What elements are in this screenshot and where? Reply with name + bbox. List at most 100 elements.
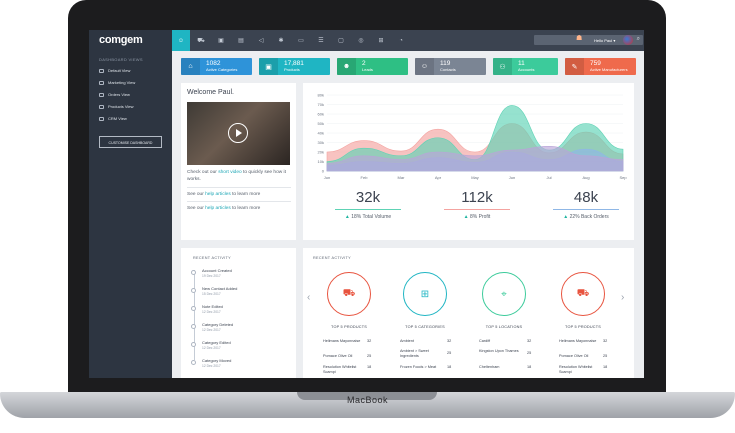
recent-activity-timeline-card: RECENT ACTIVITY Account Created 19 Dec 20…	[181, 248, 296, 378]
topnav-cart-icon[interactable]: ⛟	[197, 37, 205, 44]
help-text-2: See our help articles to learn more	[187, 206, 261, 211]
x-tick-label: Jun	[324, 175, 330, 180]
ring-label: TOP 5 PRODUCTS	[565, 325, 601, 329]
stat-active-categories[interactable]: ⌂ 1082 Active Categories	[181, 58, 252, 75]
kpi-back-orders: 48k ▲ 22% Back Orders	[546, 189, 626, 220]
y-tick-label: 50k	[318, 121, 324, 126]
sidebar-item-default-view[interactable]: Default View	[99, 68, 130, 73]
topnav-monitor-icon[interactable]: ▢	[338, 38, 344, 44]
y-tick-label: 80k	[318, 93, 324, 98]
x-tick-label: Aug	[582, 175, 589, 180]
sales-chart-card: 0 10k 20k 30k 40k 50k 60k 70k 80k Jun Feb Mar Apr May…	[303, 83, 634, 240]
x-tick-label: Jul	[546, 175, 551, 180]
y-tick-label: 20k	[318, 150, 324, 155]
list-value: 18	[603, 365, 608, 369]
ring-label: TOP 5 CATEGORIES	[405, 325, 445, 329]
x-tick-label: May	[471, 175, 479, 180]
list-value: 18	[367, 365, 372, 369]
list-item: Frozen Foods > Meat	[400, 365, 437, 369]
avatar[interactable]	[623, 35, 633, 45]
sidebar-item-crm-view[interactable]: CRM View	[99, 116, 127, 121]
ring-label: TOP 5 LOCATIONS	[485, 325, 523, 329]
topnav-user-icon[interactable]: ☺	[172, 30, 190, 51]
intro-video[interactable]	[187, 102, 290, 165]
screen: comgem DASHBOARD VIEWS Default View Mark…	[89, 30, 644, 378]
sidebar: comgem DASHBOARD VIEWS Default View Mark…	[89, 30, 172, 378]
video-caption: Check out our short video to quickly see…	[187, 170, 286, 182]
list-value: 25	[603, 354, 608, 358]
topnav-clipboard-icon[interactable]: ▤	[238, 38, 244, 44]
stat-accounts[interactable]: ⚇ 11 Accounts	[493, 58, 558, 75]
topnav-folder-icon[interactable]: ▭	[298, 38, 304, 44]
sidebar-item-products-view[interactable]: Products View	[99, 104, 134, 109]
search-input[interactable]: ⌕	[534, 35, 643, 45]
top-products-ring[interactable]: ⛟	[327, 272, 371, 316]
user-greeting[interactable]: Hello Paul ▾	[594, 38, 616, 43]
timeline-title: RECENT ACTIVITY	[193, 256, 231, 260]
help-text-1: See our help articles to learn more	[187, 192, 261, 197]
list-item: Pomace Olive Oil	[323, 354, 353, 358]
top-locations-ring[interactable]: ⌖	[482, 272, 526, 316]
activity-title: RECENT ACTIVITY	[313, 256, 351, 260]
ring-label: TOP 5 PRODUCTS	[331, 325, 367, 329]
products-icon	[99, 104, 104, 109]
stat-contacts[interactable]: ☺ 119 Contacts	[415, 58, 486, 75]
stat-active-manufacturers[interactable]: ✎ 759 Active Manufacturers	[565, 58, 636, 75]
app-logo[interactable]: comgem	[99, 34, 143, 46]
topnav-grid-icon[interactable]: ⊞	[378, 38, 384, 44]
list-item: Pomace Olive Oil	[559, 354, 589, 358]
customise-dashboard-button[interactable]: CUSTOMISE DASHBOARD	[99, 136, 162, 148]
timeline-line	[194, 270, 195, 360]
list-item: Hellmans Mayonnaise	[559, 339, 597, 343]
account-icon: ⚇	[493, 58, 512, 75]
top-categories-ring[interactable]: ⊞	[403, 272, 447, 316]
list-value: 25	[367, 354, 372, 358]
list-value: 32	[603, 339, 608, 343]
sidebar-item-orders-view[interactable]: Orders View	[99, 92, 130, 97]
recent-activity-card: RECENT ACTIVITY ‹ › ⛟ ⊞ ⌖ ⛟ TOP 5 PRODUC…	[303, 248, 634, 378]
location-icon: ⌖	[501, 288, 507, 300]
stat-products[interactable]: ▣ 17,881 Products	[259, 58, 330, 75]
orders-icon	[99, 92, 104, 97]
topnav-megaphone-icon[interactable]: ◁	[258, 38, 264, 44]
megaphone-icon	[99, 80, 104, 85]
list-item: Resolution Whitelist Scampi	[559, 365, 593, 374]
wrench-icon: ✎	[565, 58, 584, 75]
welcome-title: Welcome Paul.	[187, 89, 234, 96]
list-value: 18	[527, 365, 532, 369]
kpi-profit: 112k ▲ 8% Profit	[437, 189, 517, 220]
topnav-list-icon[interactable]: ☰	[318, 38, 324, 44]
user-icon	[99, 116, 104, 121]
list-value: 32	[527, 339, 532, 343]
sidebar-item-marketing-view[interactable]: Marketing View	[99, 80, 135, 85]
chevron-right-icon[interactable]: ›	[621, 292, 625, 303]
top-products-ring-2[interactable]: ⛟	[561, 272, 605, 316]
sitemap-icon: ⊞	[420, 288, 430, 300]
list-item: Kingston Upon Thames	[479, 349, 519, 353]
x-tick-label: Apr	[435, 175, 442, 180]
y-tick-label: 60k	[318, 112, 324, 117]
topnav-box-icon[interactable]: ▣	[218, 38, 224, 44]
topnav-gear-icon[interactable]: ✱	[278, 38, 284, 44]
help-articles-link-1[interactable]: help articles	[205, 192, 231, 197]
help-articles-link-2[interactable]: help articles	[205, 206, 231, 211]
area-series-3	[326, 145, 624, 172]
notification-icon[interactable]: ☗	[576, 35, 583, 42]
x-tick-label: Feb	[361, 175, 369, 180]
search-icon: ⌕	[636, 36, 640, 42]
play-icon[interactable]	[228, 123, 248, 143]
chevron-left-icon[interactable]: ‹	[307, 292, 311, 303]
topnav-globe-icon[interactable]: ◎	[358, 38, 364, 44]
x-tick-label: Mar	[398, 175, 406, 180]
box-icon: ▣	[259, 58, 278, 75]
divider	[187, 201, 291, 202]
laptop-notch	[297, 392, 437, 400]
topnav-pie-icon[interactable]: ◔	[399, 37, 403, 44]
short-video-link[interactable]: short video	[218, 170, 242, 175]
list-value: 32	[447, 339, 452, 343]
stat-leads[interactable]: ☻ 2 Leads	[337, 58, 408, 75]
y-tick-label: 0	[322, 169, 325, 174]
list-item: Cheltenham	[479, 365, 500, 369]
tag-icon: ⌂	[181, 58, 200, 75]
list-item: Hellmans Mayonnaise	[323, 339, 361, 343]
